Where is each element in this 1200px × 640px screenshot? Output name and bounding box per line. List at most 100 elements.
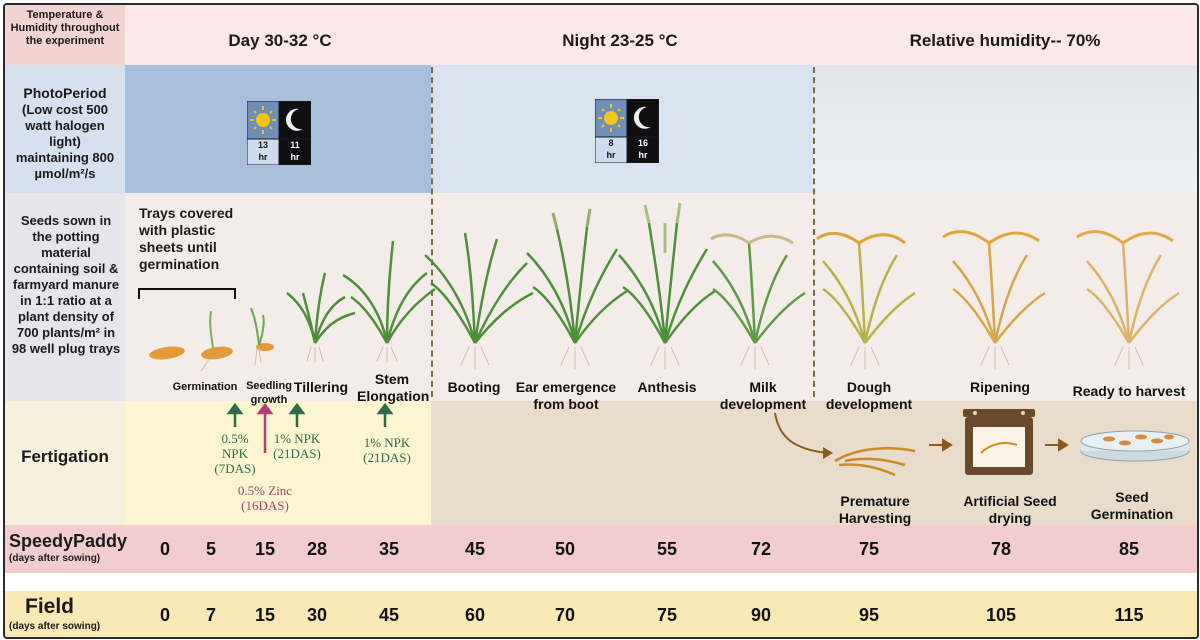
ready-plant-icon: [1076, 230, 1180, 369]
header-label: Temperature & Humidity throughout the ex…: [10, 9, 120, 47]
stage-ripening: Ripening: [970, 379, 1030, 395]
field-day-6: 70: [554, 605, 576, 625]
fertigation-arrows: [226, 402, 394, 453]
harvested-panicle-icon: [834, 446, 916, 477]
speedy-day-1: 5: [205, 539, 216, 559]
header-row: [125, 5, 1197, 65]
sun-moon-icon: [246, 100, 312, 166]
header-label-cell: [5, 5, 125, 65]
stage-germination: Germination: [172, 381, 238, 393]
panel1-day-hours: 13: [257, 140, 268, 150]
field-day-5: 60: [464, 605, 486, 625]
stage-anthesis: Anthesis: [637, 379, 697, 395]
fertigation-right-region: [431, 401, 1197, 525]
field-day-0: 0: [159, 605, 170, 625]
fert-npk-21das-a: 1% NPK (21DAS): [273, 431, 321, 461]
panel2-day-hours: 8: [608, 138, 614, 148]
speedy-day-10: 78: [990, 539, 1012, 559]
field-day-7: 75: [656, 605, 678, 625]
header-day: Day 30-32 °C: [228, 31, 332, 50]
anthesis-plant-icon: [618, 202, 716, 369]
header-night: Night 23-25 °C: [562, 31, 678, 50]
ripening-plant-icon: [942, 230, 1046, 369]
field-day-4: 45: [378, 605, 400, 625]
sun-icon: [598, 104, 624, 132]
curved-arrow-icon: [774, 412, 828, 454]
fertigation-label: Fertigation: [21, 447, 109, 466]
seeds-label: Seeds sown in the potting material conta…: [11, 213, 121, 356]
field-day-11: 115: [1114, 605, 1144, 625]
field-day-8: 90: [750, 605, 772, 625]
speedy-day-5: 45: [464, 539, 486, 559]
panel2-night-unit: hr: [638, 150, 648, 160]
dough-plant-icon: [816, 232, 916, 369]
speedypaddy-row: [5, 525, 1197, 573]
speedy-day-8: 72: [750, 539, 772, 559]
field-day-3: 30: [306, 605, 328, 625]
stage-ear-emergence: Ear emergence from boot: [515, 379, 617, 412]
stage-tillering: Tillering: [293, 379, 349, 395]
speedy-day-3: 28: [306, 539, 328, 559]
speedypaddy-subtitle: (days after sowing): [9, 553, 101, 564]
premature-harvesting: Premature Harvesting: [838, 493, 912, 526]
booting-plant-icon: [424, 232, 534, 369]
phase-divider-1: [431, 67, 433, 397]
artificial-seed-drying: Artificial Seed drying: [963, 493, 1057, 526]
stage-ready: Ready to harvest: [1072, 383, 1186, 399]
speedy-day-4: 35: [378, 539, 400, 559]
fert-npk-21das-b: 1% NPK (21DAS): [363, 435, 411, 465]
panel1-day-unit: hr: [258, 152, 268, 162]
petri-dish-icon: [1080, 430, 1190, 462]
field-title: Field: [25, 595, 75, 618]
tray-note: Trays covered with plastic sheets until …: [139, 205, 234, 272]
speedypaddy-title: SpeedyPaddy: [9, 531, 128, 551]
panel2-night-hours: 16: [637, 138, 648, 148]
seedling-icon: [250, 307, 274, 366]
panel2-day-unit: hr: [606, 150, 616, 160]
seed-icon: [149, 310, 233, 372]
sun-icon: [250, 106, 276, 134]
field-day-9: 95: [858, 605, 880, 625]
arrow-right-icon: [929, 438, 1069, 452]
diagram-frame: Temperature & Humidity throughout the ex…: [3, 3, 1199, 639]
seed-germination: Seed Germination: [1090, 489, 1174, 522]
moon-icon: [633, 106, 651, 129]
field-day-1: 7: [205, 605, 216, 625]
harvest-pipeline: [774, 409, 1190, 477]
panel1-night-hours: 11: [290, 140, 300, 150]
photoperiod-end-region: [813, 65, 1197, 193]
photoperiod-panel-2: 8 hr 16 hr: [594, 98, 660, 164]
seeds-label-cell: [5, 193, 125, 401]
field-row: [5, 591, 1197, 637]
spacer-row: [5, 573, 1197, 591]
stage-seedling: Seedling growth: [246, 380, 292, 406]
arrow-up-icon: [226, 402, 394, 427]
photoperiod-title: PhotoPeriod: [23, 85, 107, 101]
sun-moon-icon: [594, 98, 660, 164]
header-humidity: Relative humidity-- 70%: [909, 31, 1101, 50]
fert-npk-7das: 0.5% NPK (7DAS): [214, 431, 256, 476]
speedy-day-2: 15: [254, 539, 276, 559]
fertigation-left-region: [125, 401, 431, 525]
phase-divider-2: [813, 67, 815, 397]
tillering-plant-icon: [286, 272, 356, 363]
panel1-night-unit: hr: [290, 152, 300, 162]
stage-booting: Booting: [447, 379, 501, 395]
ear-emergence-plant-icon: [526, 208, 628, 369]
oven-icon: [963, 409, 1035, 475]
speedy-day-9: 75: [858, 539, 880, 559]
tray-bracket: [138, 288, 236, 299]
fertigation-label-cell: [5, 401, 125, 525]
stem-plant-icon: [342, 240, 436, 363]
speedy-day-7: 55: [656, 539, 678, 559]
photoperiod-panel-1: 13 hr 11 hr: [246, 100, 312, 166]
moon-icon: [285, 108, 303, 131]
zinc-arrow-icon: [256, 402, 274, 453]
fert-zinc-16das: 0.5% Zinc (16DAS): [237, 483, 293, 513]
stage-stem-elongation: Stem Elongation: [357, 371, 430, 404]
photoperiod-body: (Low cost 500 watt halogen light) mainta…: [15, 102, 115, 181]
plant-illustrations: [149, 202, 1180, 372]
field-day-2: 15: [254, 605, 276, 625]
speedy-day-0: 0: [159, 539, 170, 559]
stage-dough: Dough development: [825, 379, 913, 412]
